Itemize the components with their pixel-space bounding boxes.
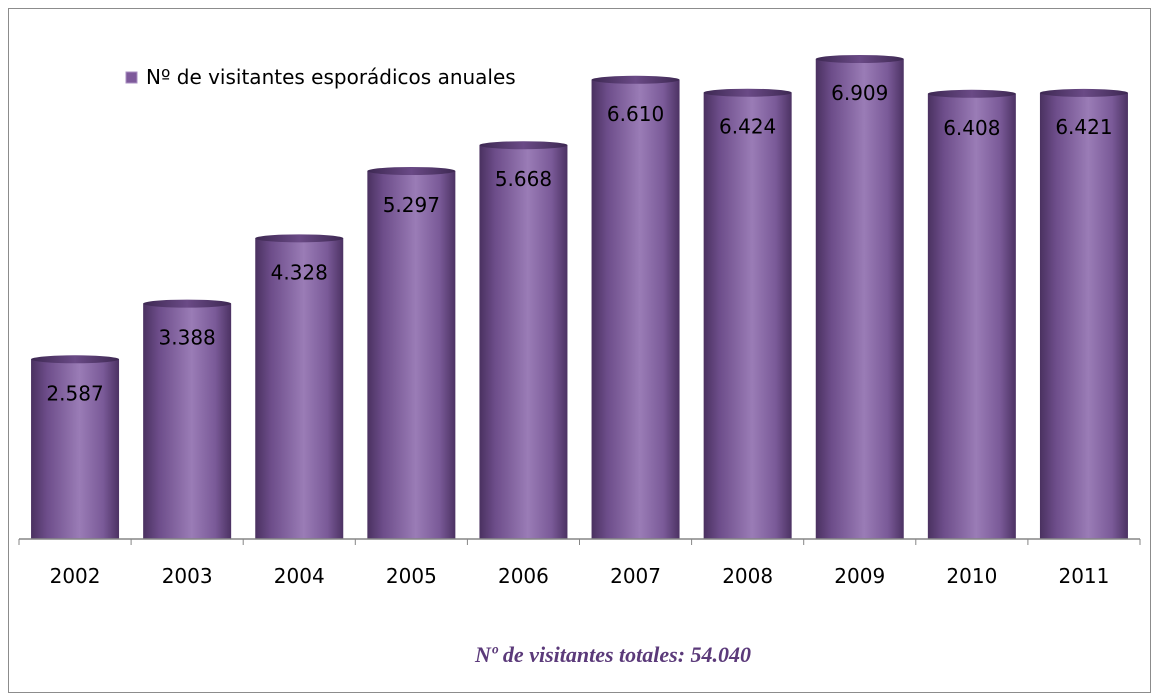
- x-tick-label-2005: 2005: [386, 564, 437, 588]
- value-label-2009: 6.909: [831, 81, 888, 105]
- value-label-2004: 4.328: [271, 260, 328, 284]
- bar-body: [591, 79, 680, 540]
- legend: Nº de visitantes esporádicos anuales: [125, 65, 516, 89]
- x-tick-label-2007: 2007: [610, 564, 661, 588]
- value-label-2002: 2.587: [46, 381, 103, 405]
- x-tick-label-2006: 2006: [498, 564, 549, 588]
- bar-2002: 2.587: [31, 355, 120, 539]
- bar-2004: 4.328: [255, 234, 344, 539]
- legend-label: Nº de visitantes esporádicos anuales: [146, 65, 516, 89]
- bar-cap: [143, 299, 232, 308]
- bar-cap: [703, 88, 792, 97]
- x-axis: 2002 2003 2004 2005 2006 2007 2008 2009 2010 2011: [18, 538, 1141, 588]
- bar-body: [479, 145, 568, 540]
- value-label-2010: 6.408: [943, 116, 1000, 140]
- bar-2007: 6.610: [591, 75, 680, 540]
- value-label-2005: 5.297: [383, 193, 440, 217]
- bar-cap: [927, 89, 1016, 98]
- bar-body: [367, 170, 456, 540]
- x-tick-label-2008: 2008: [722, 564, 773, 588]
- bar-2003: 3.388: [143, 299, 232, 539]
- bar-cap: [31, 355, 120, 364]
- bar-body: [255, 238, 344, 539]
- bars-group: 2.587 3.388 4.328 5.297 5.668 6.610 6.424 6.909…: [31, 55, 1128, 540]
- x-tick-label-2004: 2004: [274, 564, 325, 588]
- bar-2006: 5.668: [479, 141, 568, 540]
- bar-2005: 5.297: [367, 166, 456, 540]
- legend-swatch-icon: [125, 71, 138, 84]
- value-label-2008: 6.424: [719, 115, 776, 139]
- bar-body: [143, 303, 232, 539]
- bar-body: [1039, 92, 1128, 540]
- bar-2011: 6.421: [1039, 88, 1128, 540]
- bar-body: [927, 93, 1016, 540]
- bar-body: [815, 59, 904, 539]
- value-label-2011: 6.421: [1055, 115, 1112, 139]
- value-label-2003: 3.388: [159, 326, 216, 350]
- x-tick-label-2002: 2002: [50, 564, 101, 588]
- x-tick-label-2010: 2010: [946, 564, 997, 588]
- bar-2010: 6.408: [927, 89, 1016, 540]
- bar-cap: [815, 55, 904, 63]
- bar-cap: [1039, 88, 1128, 97]
- x-tick-label-2011: 2011: [1058, 564, 1109, 588]
- x-tick-label-2009: 2009: [834, 564, 885, 588]
- x-tick-label-2003: 2003: [162, 564, 213, 588]
- bar-body: [703, 92, 792, 539]
- bar-2009: 6.909: [815, 55, 904, 539]
- bar-cap: [479, 141, 568, 150]
- bar-2008: 6.424: [703, 88, 792, 539]
- bar-cap: [255, 234, 344, 243]
- bar-cap: [591, 75, 680, 84]
- bar-body: [31, 359, 120, 539]
- value-label-2006: 5.668: [495, 167, 552, 191]
- bar-cap: [367, 166, 456, 175]
- total-visitors-note: Nº de visitantes totales: 54.040: [474, 642, 751, 667]
- value-label-2007: 6.610: [607, 102, 664, 126]
